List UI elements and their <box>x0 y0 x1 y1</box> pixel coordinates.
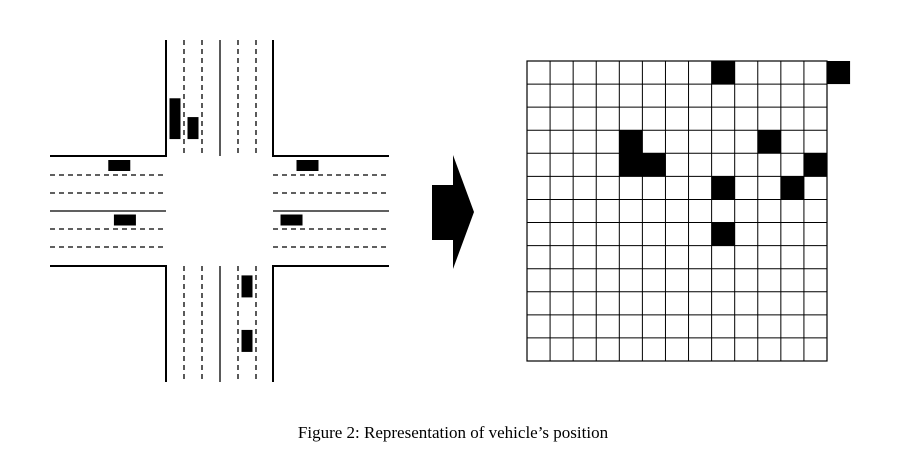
road-edge-nw <box>50 40 167 157</box>
vehicle <box>187 117 199 140</box>
occupied-cell <box>711 222 735 246</box>
occupancy-grid <box>526 60 851 362</box>
vehicle <box>241 275 253 298</box>
occupied-cell <box>619 130 643 154</box>
vehicle <box>169 98 181 121</box>
figure-caption: Figure 2: Representation of vehicle’s po… <box>297 423 609 442</box>
grid-border <box>526 60 828 362</box>
vehicle <box>113 214 136 226</box>
vehicle <box>169 117 181 140</box>
intersection-diagram <box>50 40 389 382</box>
vehicle <box>108 160 131 171</box>
vehicle <box>241 329 253 352</box>
vehicles <box>108 98 319 352</box>
vehicle <box>296 160 319 171</box>
transform-arrow <box>432 155 474 269</box>
occupied-cell <box>711 61 735 85</box>
occupied-cell <box>757 130 781 154</box>
road-edge-se <box>272 265 389 382</box>
occupied-cell <box>642 153 666 177</box>
road-edge-sw <box>50 265 167 382</box>
occupied-cell <box>711 176 735 200</box>
road-edges <box>50 40 389 382</box>
occupied-cell <box>780 176 804 200</box>
road-edge-ne <box>272 40 389 157</box>
occupied-cell <box>827 61 851 85</box>
lane-markings <box>50 40 389 382</box>
arrow-right-icon <box>432 155 474 269</box>
vehicle <box>280 214 303 226</box>
occupied-cell <box>803 153 827 177</box>
occupied-cell <box>619 153 643 177</box>
